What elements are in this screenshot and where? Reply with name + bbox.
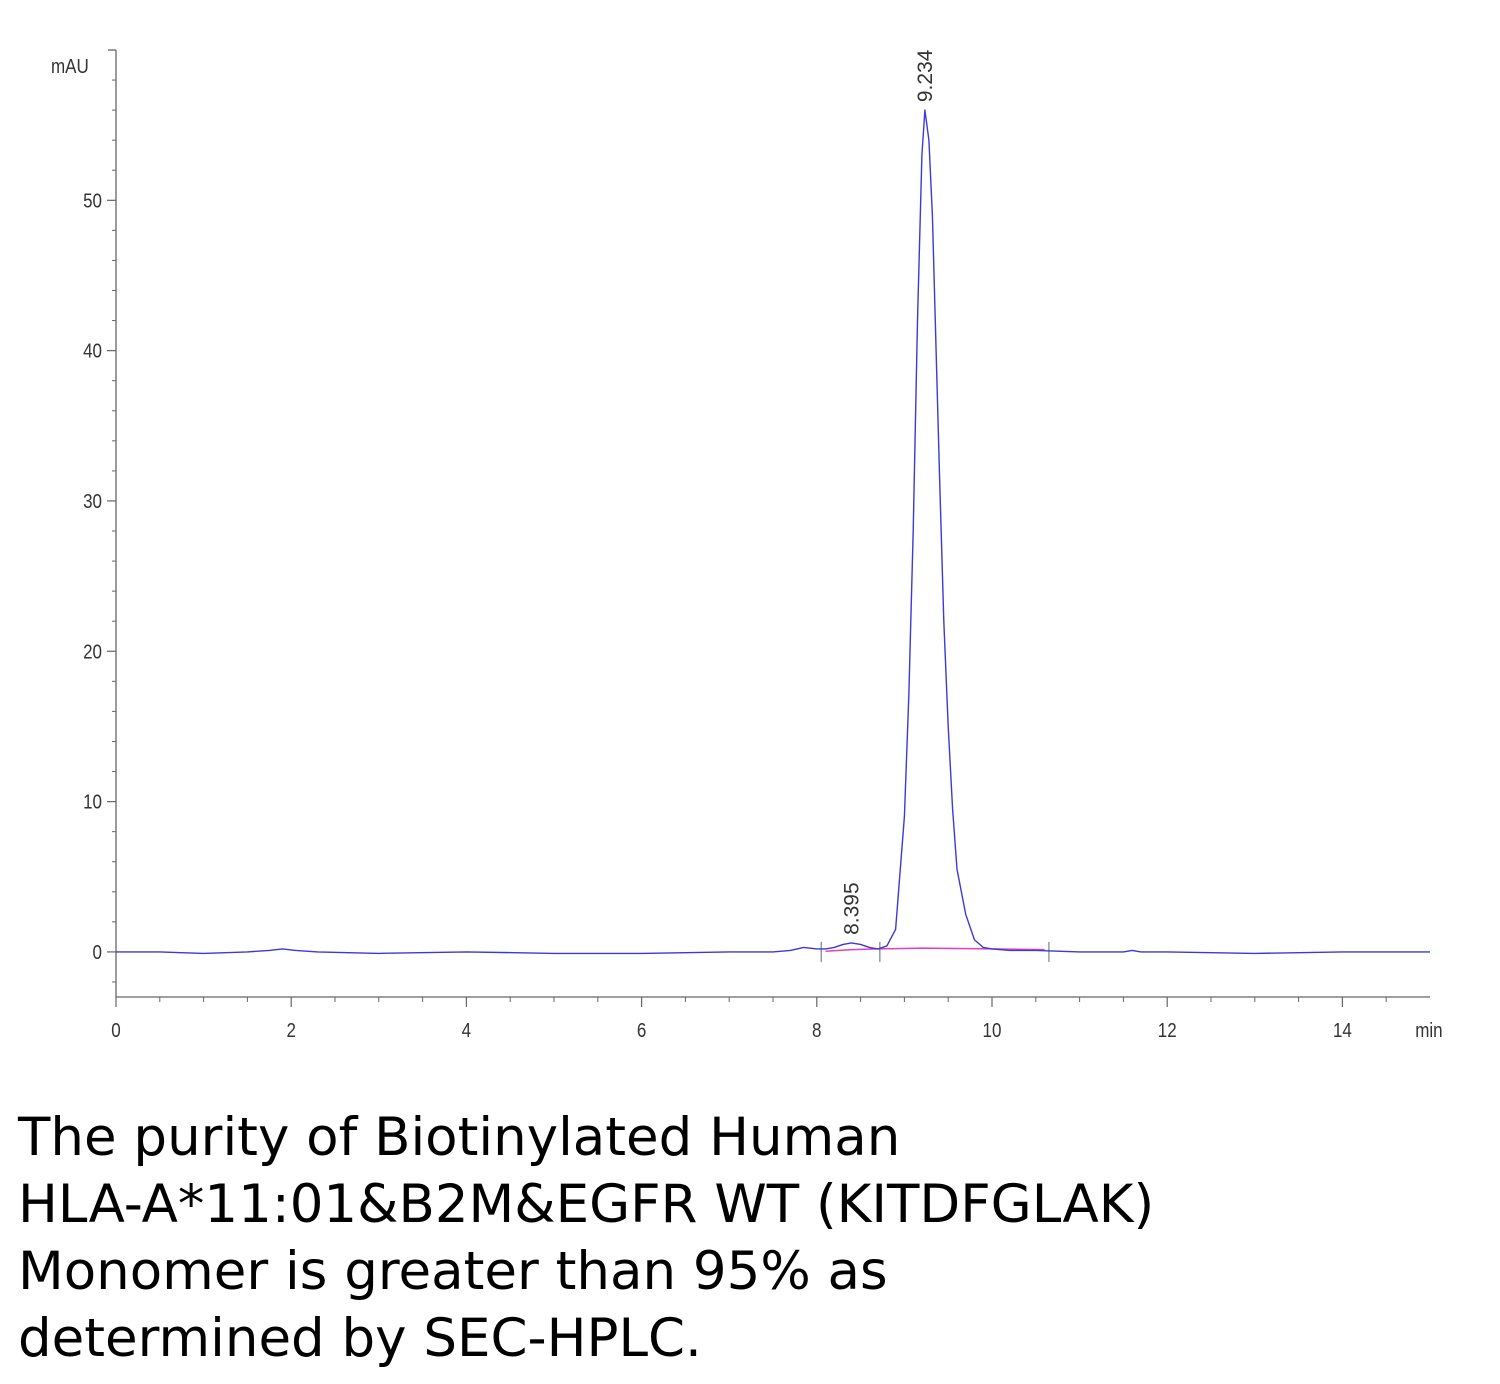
x-tick-label: 12: [1158, 1019, 1177, 1042]
figure-caption: The purity of Biotinylated Human HLA-A*1…: [18, 1104, 1478, 1372]
y-tick-label: 10: [83, 790, 102, 813]
y-axis: 0 10 20 30 40 50: [83, 49, 117, 997]
y-tick-label: 20: [83, 640, 102, 663]
x-axis: 0 2 4 6 8 10 12 14: [111, 996, 1430, 1042]
caption-line: The purity of Biotinylated Human: [18, 1107, 901, 1168]
y-axis-label: mAU: [51, 55, 89, 78]
x-tick-label: 6: [637, 1019, 646, 1042]
peak-label: 8.395: [840, 882, 863, 935]
y-tick-label: 30: [83, 490, 102, 513]
x-axis-label: min: [1415, 1019, 1442, 1042]
y-tick-label: 40: [83, 339, 102, 362]
x-tick-label: 14: [1333, 1019, 1352, 1042]
x-tick-label: 2: [286, 1019, 295, 1042]
x-tick-label: 10: [983, 1019, 1002, 1042]
caption-line: HLA-A*11:01&B2M&EGFR WT (KITDFGLAK): [18, 1174, 1155, 1235]
x-tick-label: 0: [111, 1019, 120, 1042]
caption-line: determined by SEC-HPLC.: [18, 1308, 702, 1369]
y-tick-label: 50: [83, 189, 102, 212]
hplc-chromatogram: 0 10 20 30 40 50 0 2 4 6 8 10 12 14 8.395 9.234 mAU m…: [51, 49, 1443, 1042]
x-tick-label: 4: [462, 1019, 471, 1042]
signal-trace: [116, 109, 1430, 955]
x-tick-label: 8: [812, 1019, 821, 1042]
caption-line: Monomer is greater than 95% as: [18, 1241, 888, 1302]
peak-label: 9.234: [914, 49, 937, 102]
plot-area: 8.395 9.234: [116, 49, 1430, 962]
y-tick-label: 0: [93, 941, 102, 964]
